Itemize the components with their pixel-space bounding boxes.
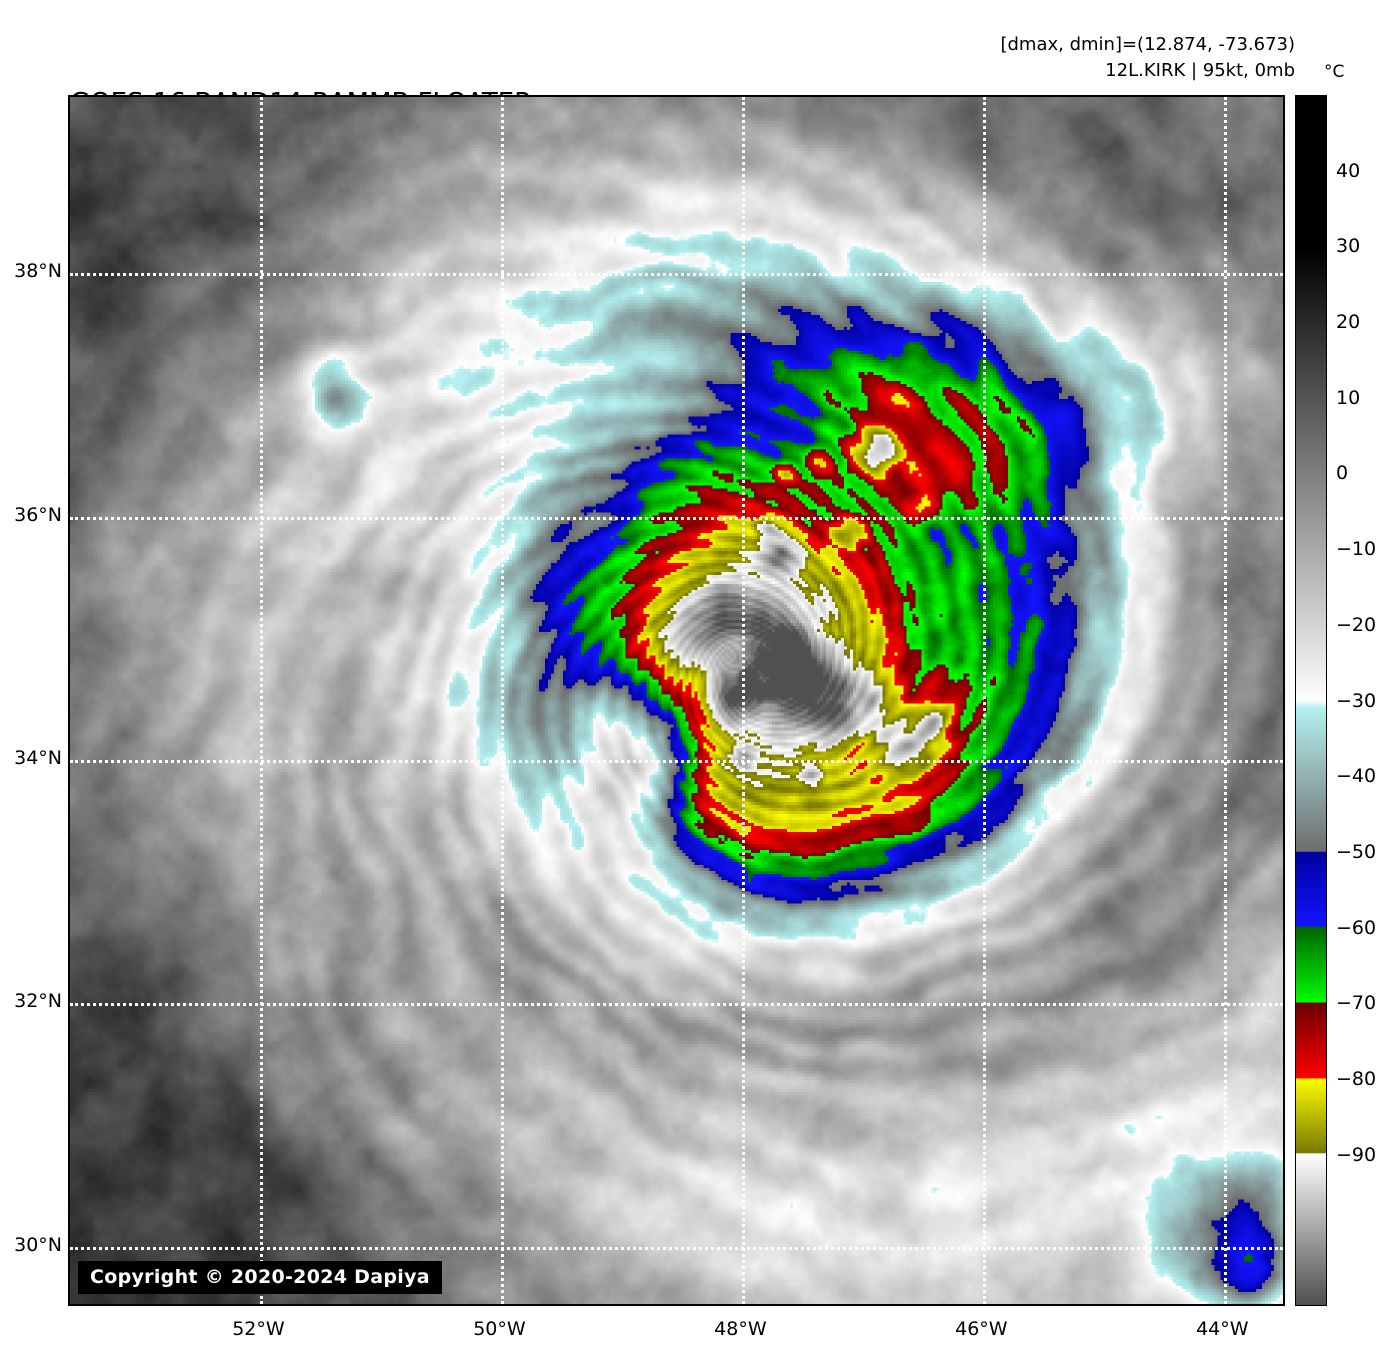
gridline-lon-1 bbox=[501, 97, 505, 1304]
gridline-lon-4 bbox=[1224, 97, 1228, 1304]
gridline-lat-3 bbox=[70, 1003, 1283, 1007]
satellite-image-panel[interactable]: Copyright © 2020-2024 Dapiya bbox=[68, 95, 1285, 1306]
colorbar-tick-5: −10 bbox=[1336, 538, 1377, 561]
colorbar-units-label: °C bbox=[1324, 62, 1345, 82]
gridline-lat-1 bbox=[70, 516, 1283, 520]
lat-tick-3: 32°N bbox=[14, 990, 62, 1013]
lon-tick-3: 46°W bbox=[955, 1318, 1008, 1340]
colorbar-tick-4: 0 bbox=[1336, 462, 1349, 485]
lat-tick-4: 30°N bbox=[14, 1233, 62, 1256]
colorbar-tick-10: −60 bbox=[1336, 916, 1377, 939]
header-metadata: [dmax, dmin]=(12.874, -73.673) 12L.KIRK … bbox=[1000, 32, 1295, 84]
gridline-lon-3 bbox=[983, 97, 987, 1304]
gridline-lat-2 bbox=[70, 760, 1283, 764]
gridline-lat-4 bbox=[70, 1246, 1283, 1250]
infrared-satellite-raster bbox=[70, 97, 1283, 1304]
copyright-watermark: Copyright © 2020-2024 Dapiya bbox=[78, 1261, 442, 1294]
colorbar-tick-12: −80 bbox=[1336, 1067, 1377, 1090]
colorbar-tick-1: 30 bbox=[1336, 235, 1361, 258]
lon-tick-4: 44°W bbox=[1196, 1318, 1249, 1340]
temperature-colorbar[interactable] bbox=[1295, 95, 1327, 1306]
colorbar-tick-7: −30 bbox=[1336, 689, 1377, 712]
colorbar-tick-3: 10 bbox=[1336, 386, 1361, 409]
storm-info-label: 12L.KIRK | 95kt, 0mb bbox=[1105, 60, 1295, 81]
colorbar-tick-2: 20 bbox=[1336, 311, 1361, 334]
lat-tick-0: 38°N bbox=[14, 260, 62, 283]
data-minmax-label: [dmax, dmin]=(12.874, -73.673) bbox=[1000, 34, 1295, 55]
colorbar-tick-13: −90 bbox=[1336, 1143, 1377, 1166]
gridline-lon-0 bbox=[260, 97, 264, 1304]
colorbar-tick-11: −70 bbox=[1336, 992, 1377, 1015]
lon-tick-0: 52°W bbox=[232, 1318, 285, 1340]
colorbar-tick-6: −20 bbox=[1336, 613, 1377, 636]
lat-tick-1: 36°N bbox=[14, 503, 62, 526]
colorbar-tick-0: 40 bbox=[1336, 159, 1361, 182]
lon-tick-1: 50°W bbox=[473, 1318, 526, 1340]
colorbar-tick-8: −40 bbox=[1336, 765, 1377, 788]
colorbar-tick-9: −50 bbox=[1336, 840, 1377, 863]
lon-tick-2: 48°W bbox=[714, 1318, 767, 1340]
gridline-lon-2 bbox=[742, 97, 746, 1304]
lat-tick-2: 34°N bbox=[14, 747, 62, 770]
gridline-lat-0 bbox=[70, 273, 1283, 277]
